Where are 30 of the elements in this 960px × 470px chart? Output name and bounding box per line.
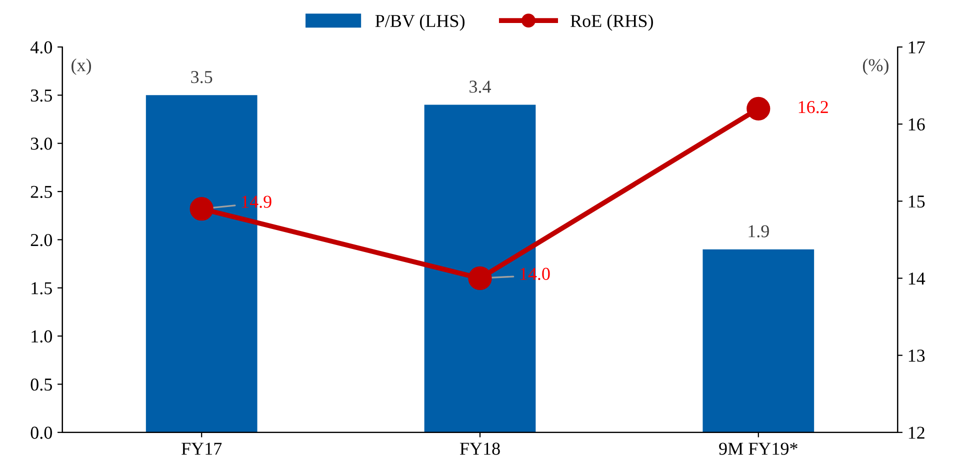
y-tick-label: 2.0 bbox=[30, 234, 52, 246]
x-tick-label: 9M FY19* bbox=[719, 442, 798, 455]
data-label: 1.9 bbox=[748, 225, 769, 238]
y2-tick-label: 17 bbox=[908, 41, 925, 54]
y-tick-label: 0.5 bbox=[30, 378, 52, 391]
x-tick-label: FY18 bbox=[460, 442, 500, 455]
annotation: (%) bbox=[862, 58, 888, 75]
data-label: 3.5 bbox=[191, 71, 212, 84]
y-tick-label: 3.5 bbox=[30, 89, 52, 102]
point bbox=[190, 197, 214, 221]
y-tick-label: 1.0 bbox=[32, 330, 52, 343]
legend-label: RoE (RHS) bbox=[570, 14, 653, 31]
y-tick-label: 3.0 bbox=[30, 138, 52, 150]
y2-tick-label: 15 bbox=[908, 196, 925, 208]
y2-tick-label: 13 bbox=[908, 350, 925, 362]
point bbox=[468, 266, 492, 290]
y2-tick-label: 14 bbox=[908, 272, 926, 285]
y-tick-label: 1.5 bbox=[32, 282, 52, 294]
data-label: 3.4 bbox=[470, 80, 492, 93]
point bbox=[746, 96, 770, 120]
data-label: 16.2 bbox=[798, 101, 828, 114]
legend-label: P/BV (LHS) bbox=[375, 14, 465, 31]
annotation: (x) bbox=[72, 58, 92, 75]
y2-tick-label: 12 bbox=[908, 426, 924, 439]
bar bbox=[702, 249, 814, 432]
y-tick-label: 2.5 bbox=[30, 186, 52, 198]
x-tick-label: FY17 bbox=[182, 442, 222, 455]
y2-tick-label: 16 bbox=[908, 118, 925, 131]
y-tick-label: 0.0 bbox=[30, 426, 52, 439]
y-tick-label: 4.0 bbox=[30, 41, 52, 54]
